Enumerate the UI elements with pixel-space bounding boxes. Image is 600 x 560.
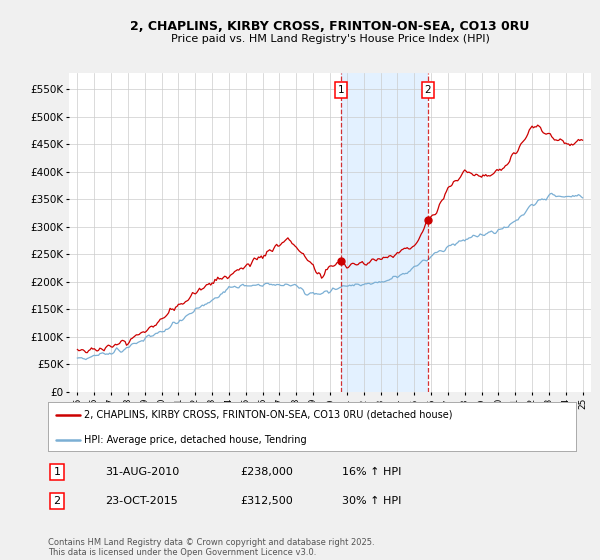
Text: 1: 1 (338, 85, 344, 95)
Text: £238,000: £238,000 (240, 467, 293, 477)
Text: 30% ↑ HPI: 30% ↑ HPI (342, 496, 401, 506)
Text: 31-AUG-2010: 31-AUG-2010 (105, 467, 179, 477)
Text: 16% ↑ HPI: 16% ↑ HPI (342, 467, 401, 477)
Text: 2: 2 (53, 496, 61, 506)
Text: 2, CHAPLINS, KIRBY CROSS, FRINTON-ON-SEA, CO13 0RU (detached house): 2, CHAPLINS, KIRBY CROSS, FRINTON-ON-SEA… (84, 410, 452, 420)
Text: Contains HM Land Registry data © Crown copyright and database right 2025.
This d: Contains HM Land Registry data © Crown c… (48, 538, 374, 557)
Text: 2, CHAPLINS, KIRBY CROSS, FRINTON-ON-SEA, CO13 0RU: 2, CHAPLINS, KIRBY CROSS, FRINTON-ON-SEA… (130, 20, 530, 32)
Text: 1: 1 (53, 467, 61, 477)
Text: HPI: Average price, detached house, Tendring: HPI: Average price, detached house, Tend… (84, 435, 307, 445)
Text: 23-OCT-2015: 23-OCT-2015 (105, 496, 178, 506)
Bar (341, 73, 428, 392)
Text: 2: 2 (425, 85, 431, 95)
Text: £312,500: £312,500 (240, 496, 293, 506)
Text: Price paid vs. HM Land Registry's House Price Index (HPI): Price paid vs. HM Land Registry's House … (170, 34, 490, 44)
